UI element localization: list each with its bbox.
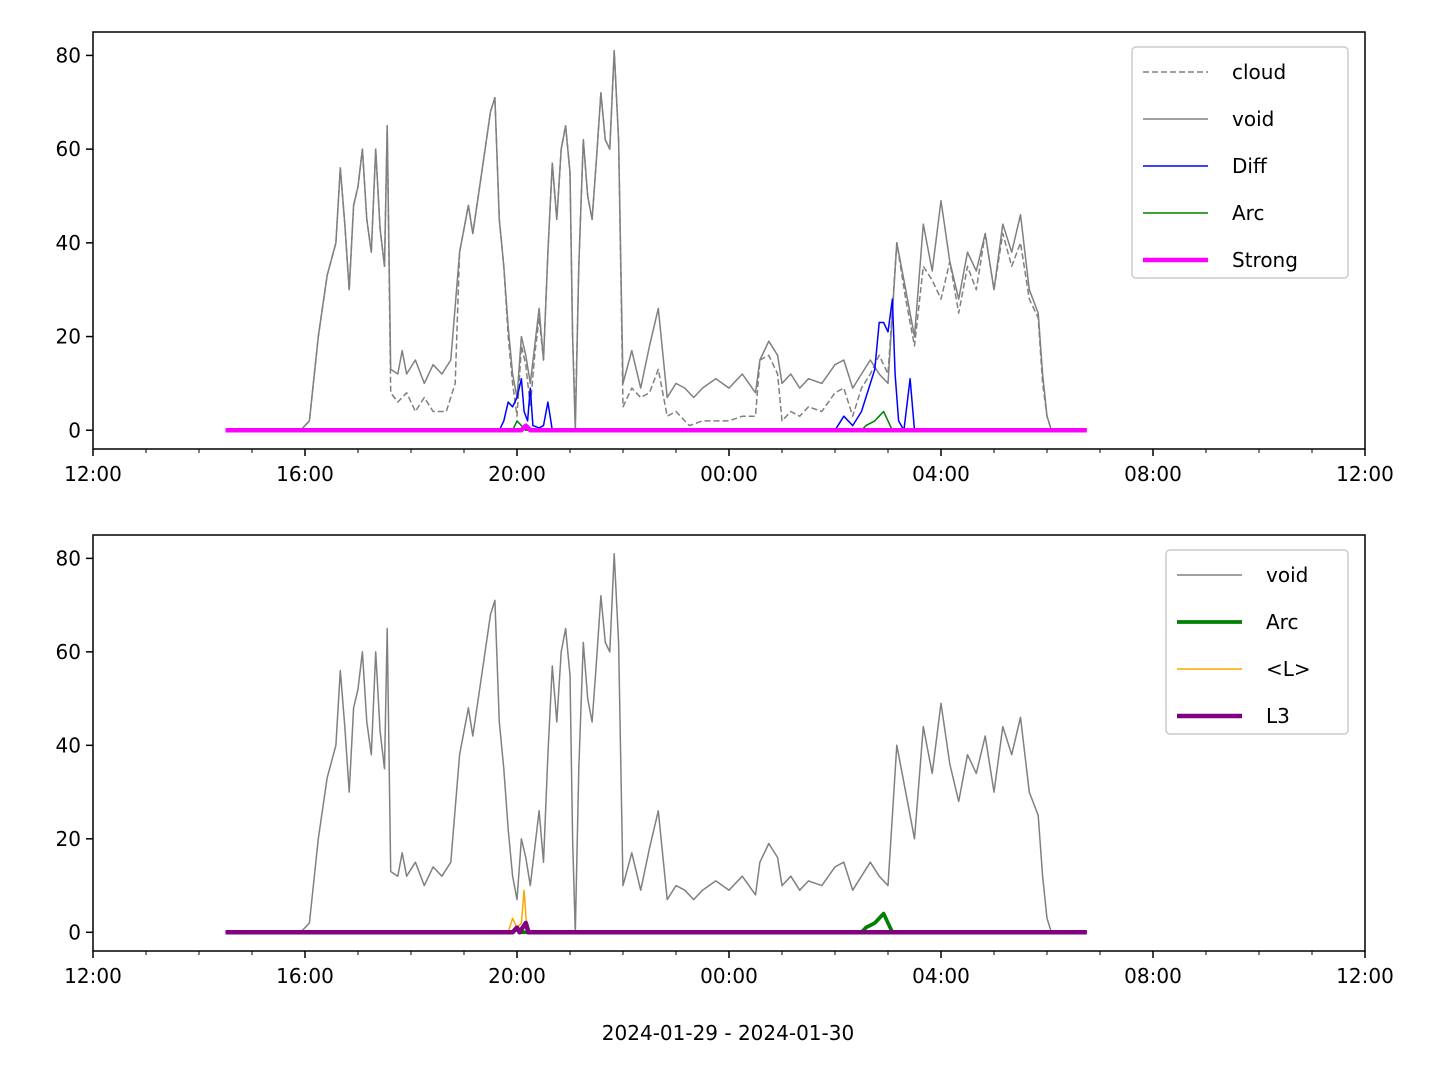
y-tick-label: 60 xyxy=(56,640,81,664)
series-line-void xyxy=(225,49,1087,432)
x-tick-label: 08:00 xyxy=(1124,462,1182,486)
x-tick-label: 20:00 xyxy=(488,964,546,988)
y-tick-label: 40 xyxy=(56,733,81,757)
x-tick-label: 20:00 xyxy=(488,462,546,486)
x-tick-label: 00:00 xyxy=(700,462,758,486)
x-tick-label: 12:00 xyxy=(1336,462,1394,486)
x-tick-label: 16:00 xyxy=(276,964,334,988)
legend-label: Arc xyxy=(1266,610,1298,634)
legend-label: cloud xyxy=(1232,60,1286,84)
x-tick-label: 12:00 xyxy=(1336,964,1394,988)
y-tick-label: 20 xyxy=(56,325,81,349)
plot-area xyxy=(225,552,1087,935)
x-tick-label: 04:00 xyxy=(912,964,970,988)
y-tick-label: 0 xyxy=(68,920,81,944)
series-line-l3 xyxy=(225,920,1087,935)
legend-label: <L> xyxy=(1266,657,1311,681)
x-axis-date-label: 2024-01-29 - 2024-01-30 xyxy=(602,1021,854,1045)
y-tick-label: 40 xyxy=(56,231,81,255)
x-tick-label: 08:00 xyxy=(1124,964,1182,988)
legend-box xyxy=(1131,46,1349,279)
y-tick-label: 0 xyxy=(68,418,81,442)
y-tick-label: 60 xyxy=(56,137,81,161)
legend-label: Strong xyxy=(1232,248,1298,272)
x-tick-label: 12:00 xyxy=(64,964,122,988)
x-tick-label: 12:00 xyxy=(64,462,122,486)
legend: void Arc <L> L3 xyxy=(1165,549,1349,735)
legend-label: Diff xyxy=(1232,154,1268,178)
top-chart-panel: 0 20 40 60 80 12:00 16:00 20:00 00:00 04:00 08:00 1… xyxy=(56,31,1394,486)
plot-area xyxy=(225,49,1087,433)
legend-box xyxy=(1165,549,1349,735)
x-tick-label: 16:00 xyxy=(276,462,334,486)
series-line-arc xyxy=(511,410,894,432)
legend: cloud void Diff Arc Strong xyxy=(1131,46,1349,279)
bottom-chart-panel: 0 20 40 60 80 12:00 16:00 20:00 00:00 04:00 08:00 1… xyxy=(56,534,1394,988)
legend-label: L3 xyxy=(1266,704,1290,728)
legend-label: void xyxy=(1232,107,1274,131)
legend-label: Arc xyxy=(1232,201,1264,225)
legend-label: void xyxy=(1266,563,1308,587)
y-tick-label: 20 xyxy=(56,827,81,851)
y-tick-label: 80 xyxy=(56,546,81,570)
x-tick-label: 00:00 xyxy=(700,964,758,988)
series-line-void xyxy=(225,552,1087,934)
series-line-strong xyxy=(225,423,1087,433)
y-tick-label: 80 xyxy=(56,43,81,67)
x-tick-label: 04:00 xyxy=(912,462,970,486)
